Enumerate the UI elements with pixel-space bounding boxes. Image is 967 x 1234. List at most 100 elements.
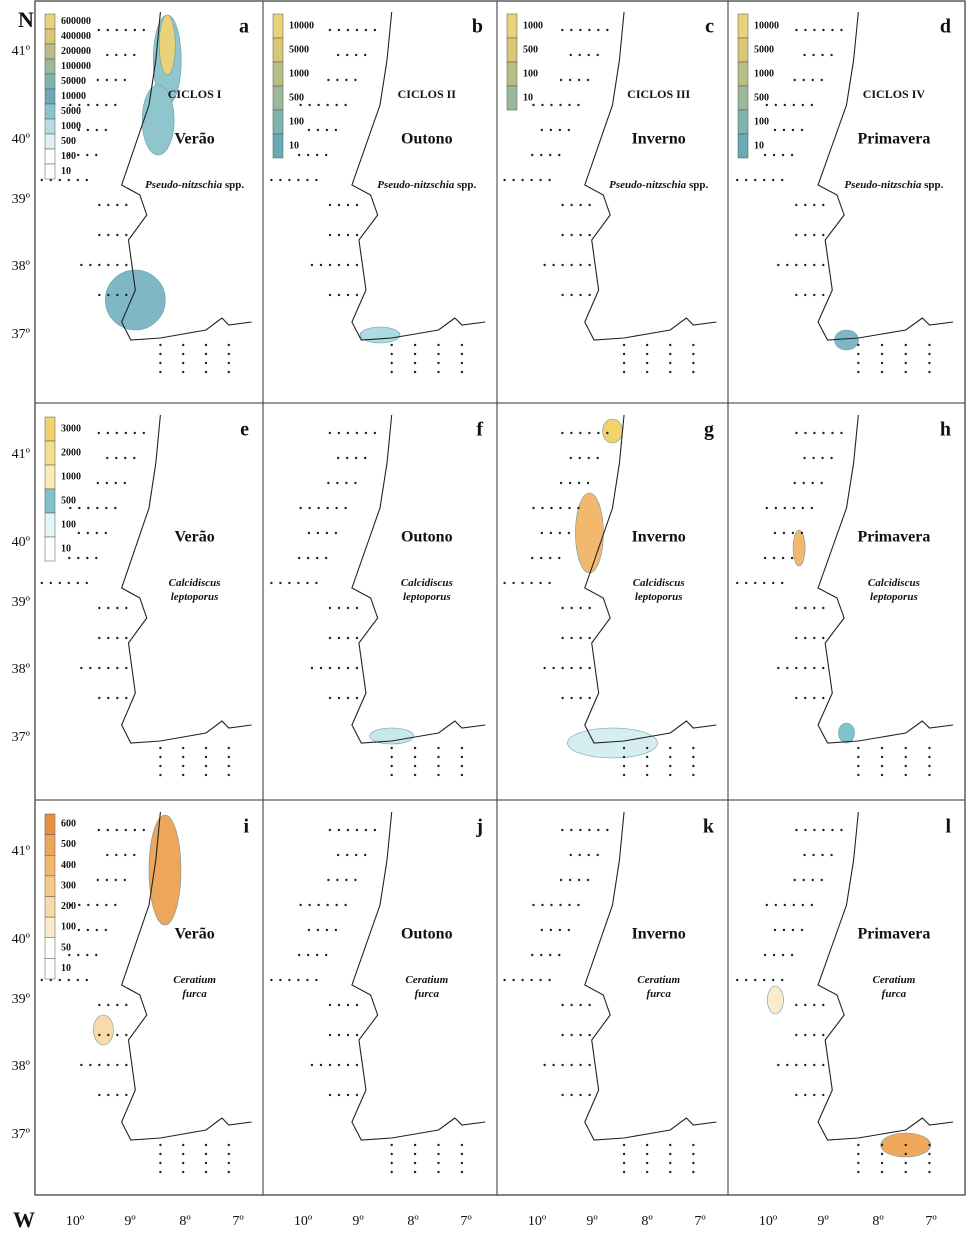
- station: [98, 829, 100, 831]
- station: [549, 557, 551, 559]
- station: [116, 1034, 118, 1036]
- station: [669, 1153, 671, 1155]
- station: [299, 507, 301, 509]
- station: [329, 1004, 331, 1006]
- station: [59, 979, 61, 981]
- station: [579, 264, 581, 266]
- panel-letter: g: [704, 419, 714, 441]
- station: [338, 1094, 340, 1096]
- station: [182, 344, 184, 346]
- station: [905, 344, 907, 346]
- station: [813, 637, 815, 639]
- station: [125, 204, 127, 206]
- latitude-label: 38º: [12, 662, 31, 677]
- station: [159, 362, 161, 364]
- station: [228, 1171, 230, 1173]
- station: [335, 129, 337, 131]
- station: [116, 1064, 118, 1066]
- station: [337, 854, 339, 856]
- station: [329, 432, 331, 434]
- station: [116, 432, 118, 434]
- station: [326, 129, 328, 131]
- station: [541, 904, 543, 906]
- station: [338, 264, 340, 266]
- station: [881, 774, 883, 776]
- species-name: Pseudo-nitzschia: [609, 179, 687, 191]
- station: [775, 507, 777, 509]
- west-label: W: [13, 1207, 35, 1232]
- station: [124, 482, 126, 484]
- station: [391, 774, 393, 776]
- station: [114, 507, 116, 509]
- station: [182, 756, 184, 758]
- station: [338, 1064, 340, 1066]
- station: [588, 829, 590, 831]
- station: [337, 457, 339, 459]
- station: [561, 1064, 563, 1066]
- station: [588, 1004, 590, 1006]
- station: [125, 1004, 127, 1006]
- panel-letter: d: [940, 16, 951, 38]
- station: [777, 264, 779, 266]
- season-label: Verão: [174, 131, 214, 148]
- station: [577, 507, 579, 509]
- station: [857, 1144, 859, 1146]
- latitude-label: 40º: [12, 132, 31, 147]
- station: [437, 1144, 439, 1146]
- station: [414, 756, 416, 758]
- station: [116, 1004, 118, 1006]
- station: [777, 667, 779, 669]
- station: [881, 756, 883, 758]
- species-name: leptoporus: [403, 591, 451, 603]
- station: [857, 353, 859, 355]
- station: [326, 532, 328, 534]
- species-suffix: spp.: [689, 179, 709, 191]
- station: [311, 264, 313, 266]
- station: [773, 954, 775, 956]
- station: [461, 756, 463, 758]
- station: [107, 432, 109, 434]
- station: [857, 344, 859, 346]
- station: [764, 154, 766, 156]
- panel-letter: k: [703, 816, 715, 838]
- station: [905, 371, 907, 373]
- station: [804, 264, 806, 266]
- station: [558, 557, 560, 559]
- station: [801, 929, 803, 931]
- station: [68, 582, 70, 584]
- station: [928, 747, 930, 749]
- station: [80, 264, 82, 266]
- panel-letter: c: [705, 16, 714, 38]
- legend-swatch: [738, 38, 748, 62]
- station: [857, 756, 859, 758]
- station: [279, 979, 281, 981]
- legend-swatch: [273, 110, 283, 134]
- species-name: leptoporus: [635, 591, 683, 603]
- station: [308, 507, 310, 509]
- station: [205, 747, 207, 749]
- species-label: Ceratium: [873, 974, 916, 986]
- station: [80, 1064, 82, 1066]
- station: [669, 1171, 671, 1173]
- species-label: Pseudo-nitzschia spp.: [609, 179, 708, 191]
- legend-swatch: [45, 489, 55, 513]
- station: [437, 765, 439, 767]
- station: [228, 756, 230, 758]
- station: [804, 29, 806, 31]
- station: [821, 457, 823, 459]
- station: [881, 344, 883, 346]
- station: [159, 371, 161, 373]
- station: [561, 264, 563, 266]
- legend-swatch: [45, 134, 55, 149]
- station: [86, 979, 88, 981]
- station: [579, 1004, 581, 1006]
- station: [646, 353, 648, 355]
- station: [558, 154, 560, 156]
- species-label: Ceratium: [637, 974, 680, 986]
- station: [461, 1144, 463, 1146]
- station: [315, 979, 317, 981]
- station: [548, 979, 550, 981]
- station: [105, 929, 107, 931]
- station: [461, 362, 463, 364]
